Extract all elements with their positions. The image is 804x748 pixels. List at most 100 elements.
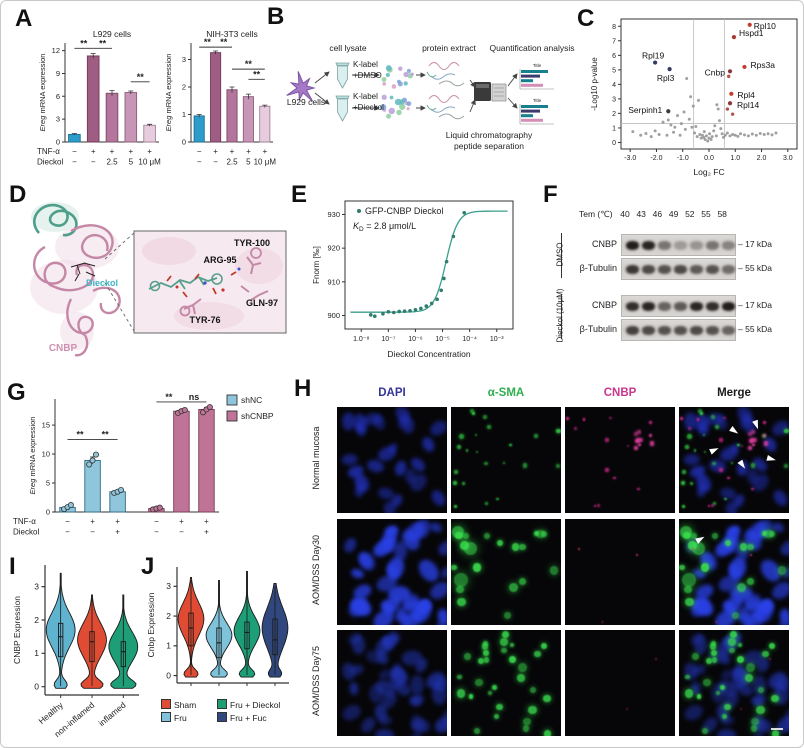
- svg-text:+: +: [90, 517, 95, 526]
- temperature-label: 55: [701, 209, 711, 219]
- residue-gln97-label: GLN-97: [246, 298, 278, 308]
- panel-b-label: B: [267, 3, 285, 30]
- svg-text:9: 9: [56, 69, 60, 78]
- svg-text:**: **: [204, 37, 212, 47]
- b-klabel-2: K-label: [353, 92, 378, 101]
- b-cell-lysate-label: cell lysate: [329, 43, 367, 53]
- svg-text:-Log10 p-value: -Log10 p-value: [590, 57, 599, 111]
- svg-text:shCNBP: shCNBP: [241, 411, 274, 421]
- cnbp-teal-ribbon: [32, 203, 78, 237]
- svg-text:1.0⁻⁸: 1.0⁻⁸: [353, 336, 369, 343]
- panel-a-label: A: [15, 5, 33, 32]
- svg-text:5: 5: [46, 479, 50, 488]
- blot-row-label: CNBP: [591, 239, 617, 249]
- svg-text:Title: Title: [533, 98, 542, 103]
- svg-text:-3.0: -3.0: [624, 155, 636, 162]
- kda-label: – 55 kDa: [738, 263, 773, 273]
- svg-text:+: +: [262, 147, 267, 156]
- svg-text:**: **: [77, 430, 85, 440]
- svg-text:920: 920: [327, 244, 340, 253]
- b-dmso-label: +DMSO: [353, 71, 382, 80]
- b-klabel-1: K-label: [353, 60, 378, 69]
- flow-arrows: [314, 71, 518, 113]
- protein-band: [641, 264, 655, 274]
- lysate-dots-icon: [379, 94, 412, 119]
- svg-text:+: +: [204, 517, 209, 526]
- temperature-label: 40: [620, 209, 630, 219]
- svg-text:Rpl4: Rpl4: [737, 90, 755, 100]
- svg-text:10⁻⁶: 10⁻⁶: [408, 336, 422, 343]
- protein-band: [721, 264, 735, 274]
- channel-header-cnbp: CNBP: [603, 387, 637, 399]
- ligand-sticks: [70, 262, 96, 282]
- cell-icon: [286, 71, 316, 102]
- svg-text:−: −: [90, 528, 95, 537]
- svg-text:0: 0: [34, 681, 39, 691]
- svg-text:Ereg mRNA expression: Ereg mRNA expression: [28, 417, 37, 495]
- svg-text:Ereg mRNA expression: Ereg mRNA expression: [164, 54, 173, 132]
- svg-text:Ereg mRNA expression: Ereg mRNA expression: [38, 54, 47, 132]
- svg-text:**: **: [99, 38, 107, 48]
- residue-tyr100-label: TYR-100: [234, 238, 270, 248]
- svg-text:12: 12: [52, 46, 60, 55]
- svg-text:0.0: 0.0: [704, 155, 714, 162]
- if-image-grid: DAPI α-SMA CNBP Merge Normal mucosa AOM/DSS D…: [294, 375, 803, 747]
- svg-text:Dieckol Concentration: Dieckol Concentration: [387, 349, 470, 359]
- svg-text:-2.0: -2.0: [650, 155, 662, 162]
- legend-item: Fru + Dieckol: [217, 699, 280, 710]
- svg-text:2: 2: [612, 111, 616, 118]
- svg-text:Cnbp: Cnbp: [705, 67, 726, 77]
- micrograph-cell: [565, 630, 675, 736]
- svg-text:Rpl19: Rpl19: [642, 51, 664, 61]
- svg-text:**: **: [165, 392, 173, 402]
- protein-band: [721, 325, 735, 335]
- svg-text:+: +: [128, 147, 133, 156]
- protein-band: [705, 301, 719, 311]
- svg-text:−: −: [197, 158, 202, 167]
- svg-text:6: 6: [612, 53, 616, 60]
- panel-c-label: C: [577, 5, 595, 32]
- micrograph-cell: [451, 407, 561, 513]
- svg-text:+: +: [179, 517, 184, 526]
- svg-text:10⁻³: 10⁻³: [490, 336, 504, 343]
- micrograph-cell: [451, 519, 561, 625]
- legend-swatch: [217, 699, 227, 709]
- svg-text:0: 0: [612, 140, 616, 147]
- svg-text:1.0: 1.0: [730, 155, 740, 162]
- kda-label: – 17 kDa: [738, 300, 773, 310]
- svg-text:2.5: 2.5: [226, 158, 238, 167]
- blot-row-label: CNBP: [591, 300, 617, 310]
- svg-text:L929 cells: L929 cells: [93, 29, 131, 39]
- temperature-label: 49: [668, 209, 679, 219]
- arrowhead-marker: [766, 454, 777, 463]
- svg-text:900: 900: [327, 311, 340, 320]
- bar-chart-l929: L929 cells 0 3 6 9 12 Ereg mRNA expression ** **…: [37, 29, 161, 167]
- svg-text:−: −: [197, 147, 202, 156]
- temperature-header: Tem (℃): [579, 209, 613, 219]
- panel-f-label: F: [543, 181, 558, 208]
- svg-text:**: **: [80, 38, 88, 48]
- temperature-label: 52: [685, 209, 695, 219]
- svg-text:4: 4: [612, 82, 616, 89]
- micrograph-cell: [679, 407, 789, 513]
- svg-text:2.0: 2.0: [757, 155, 767, 162]
- protein-band: [641, 240, 655, 250]
- svg-text:Healthy: Healthy: [36, 699, 65, 726]
- protein-band: [641, 325, 655, 335]
- protein-band: [689, 325, 703, 335]
- svg-text:10⁻⁴: 10⁻⁴: [462, 336, 477, 343]
- micrograph-cell: [451, 630, 561, 736]
- panel-d-label: D: [9, 181, 27, 208]
- protein-band: [721, 240, 735, 250]
- svg-text:Cnbp Expression: Cnbp Expression: [146, 592, 156, 657]
- svg-text:+: +: [115, 517, 120, 526]
- svg-text:Dieckol: Dieckol: [13, 528, 39, 537]
- svg-text:−: −: [179, 528, 184, 537]
- panel-i-label: I: [9, 553, 16, 580]
- svg-text:**: **: [137, 72, 145, 82]
- svg-text:+: +: [115, 528, 120, 537]
- svg-text:10: 10: [42, 450, 50, 459]
- blot-strip: [621, 319, 736, 341]
- svg-text:+: +: [230, 147, 235, 156]
